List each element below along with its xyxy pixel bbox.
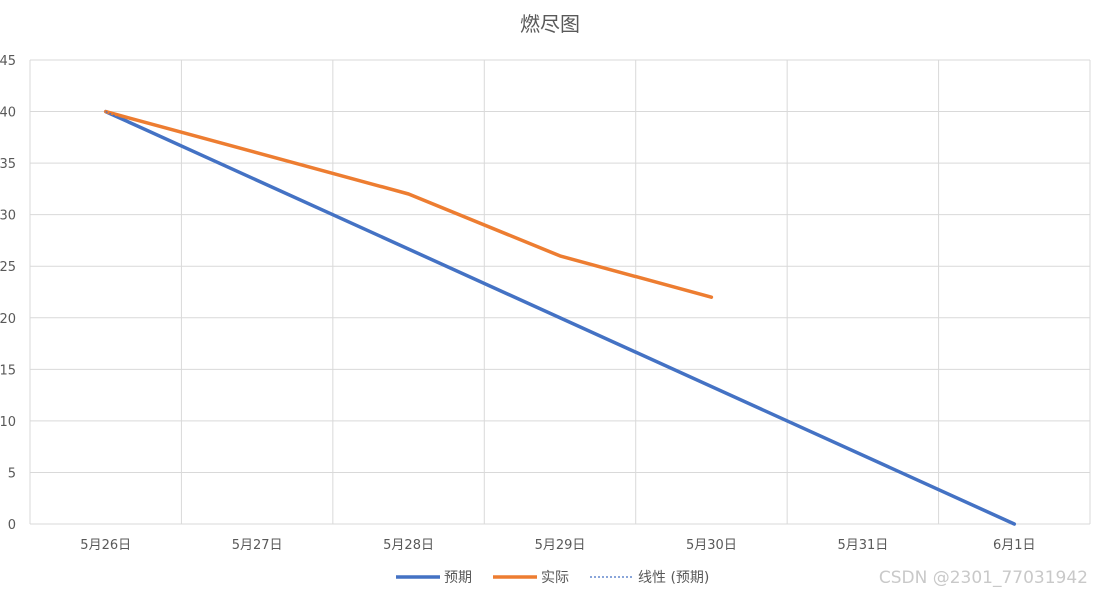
series-line-0 xyxy=(103,109,1017,526)
grid-lines xyxy=(29,59,1091,524)
x-tick-label: 5月29日 xyxy=(535,538,586,553)
series-line-1 xyxy=(103,109,714,299)
y-tick-label: 30 xyxy=(0,209,16,224)
x-tick-label: 5月30日 xyxy=(686,538,737,553)
legend-label: 线性 (预期) xyxy=(638,570,709,586)
x-tick-label: 5月26日 xyxy=(80,538,131,553)
watermark: CSDN @2301_77031942 xyxy=(879,568,1088,588)
y-tick-label: 35 xyxy=(0,157,16,172)
legend-label: 实际 xyxy=(541,570,569,586)
series-lines xyxy=(103,109,1017,526)
y-tick-label: 10 xyxy=(0,415,16,430)
y-tick-label: 0 xyxy=(8,518,16,533)
axes: 0 5 10 15 20 25 30 35 40 45 5月26日 5月27日 5月28日 5月29日 5月… xyxy=(0,54,1090,553)
y-tick-label: 5 xyxy=(8,466,16,481)
x-tick-label: 5月31日 xyxy=(837,538,888,553)
x-tick-label: 6月1日 xyxy=(993,538,1036,553)
legend-item: 实际 xyxy=(493,570,569,586)
legend-item: 线性 (预期) xyxy=(590,570,709,586)
legend-item: 预期 xyxy=(396,570,472,586)
x-tick-label: 5月27日 xyxy=(232,538,283,553)
x-tick-label: 5月28日 xyxy=(383,538,434,553)
y-tick-label: 20 xyxy=(0,312,16,327)
legend-label: 预期 xyxy=(444,570,472,586)
y-tick-label: 40 xyxy=(0,106,16,121)
chart-title: 燃尽图 xyxy=(520,12,580,36)
legend: 预期 实际 线性 (预期) xyxy=(396,570,709,586)
y-tick-label: 25 xyxy=(0,260,16,275)
y-tick-label: 45 xyxy=(0,54,16,69)
y-tick-label: 15 xyxy=(0,363,16,378)
